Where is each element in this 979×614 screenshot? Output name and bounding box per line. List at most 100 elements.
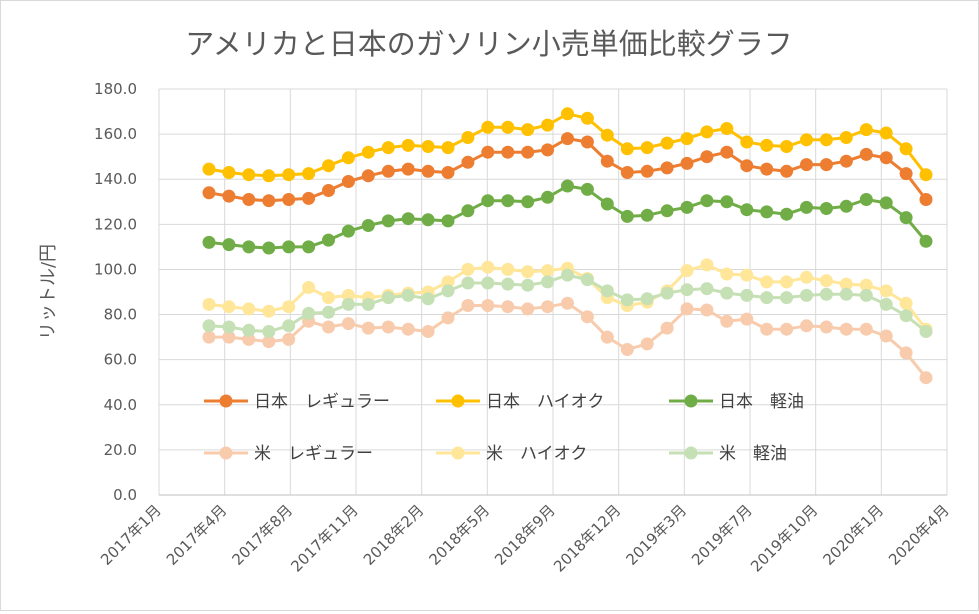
data-point [381,214,395,228]
data-point [720,145,734,159]
data-point [521,278,535,292]
data-point [740,312,754,326]
data-point [322,233,335,247]
series-5 [202,268,933,338]
legend-item: 日本 ハイオク [436,392,604,412]
data-point [441,166,455,179]
data-point [720,286,734,300]
data-point [541,275,555,289]
data-point [919,234,933,248]
data-point [202,319,216,333]
data-point [282,300,296,314]
data-point [202,297,216,311]
x-tick-label: 2019年10月 [747,501,821,575]
data-point [839,322,853,336]
data-point [700,150,714,164]
data-point [302,281,316,294]
x-tick-label: 2019年3月 [622,501,690,569]
data-point [302,240,316,254]
data-point [481,145,495,159]
data-point [341,175,355,188]
data-point [222,238,236,252]
data-point [381,291,395,305]
data-point [859,147,873,161]
data-point [262,325,276,338]
data-point [421,292,435,306]
data-point [780,207,794,221]
data-point [302,167,316,181]
data-point [341,224,355,238]
data-point [740,288,754,302]
data-point [919,371,933,385]
x-axis-ticks: 2017年1月2017年4月2017年8月2017年11月2018年2月2018… [97,501,953,575]
data-point [760,322,774,336]
y-axis-ticks: 0.0 20.0 40.0 60.0 80.0 100.0 120.0 140.0 160.0 1… [94,80,137,504]
data-point [361,297,375,311]
data-point [800,158,813,172]
data-point [541,118,555,132]
data-point [780,140,794,153]
x-tick-label: 2020年1月 [819,501,887,569]
data-point [561,296,574,310]
data-point [481,299,495,312]
data-point [800,288,813,302]
data-point [680,283,694,297]
data-point [202,235,216,249]
series-0 [202,132,933,208]
data-point [322,184,335,197]
y-tick-label: 40.0 [104,396,137,414]
legend-marker [219,446,233,460]
data-point [521,123,535,137]
legend-item: 日本 レギュラー [204,392,390,412]
data-point [720,267,734,281]
x-tick-label: 2019年7月 [688,501,756,569]
data-point [780,291,794,305]
y-axis-label: リットル/円 [38,244,59,340]
data-point [341,297,355,311]
data-point [680,156,694,170]
data-point [879,329,893,343]
data-point [421,325,435,338]
data-point [839,131,853,144]
data-point [381,141,395,155]
y-tick-label: 80.0 [104,306,137,324]
data-point [302,191,316,205]
data-point [800,319,813,333]
data-point [740,159,754,173]
data-point [859,193,873,206]
legend-item: 米 レギュラー [204,444,373,464]
legend-marker [451,446,465,460]
x-tick-label: 2017年8月 [228,501,296,569]
data-point [441,284,455,298]
data-point [461,204,475,218]
data-point [580,111,594,125]
data-point [202,330,216,344]
data-point [222,300,236,314]
data-point [262,194,276,208]
data-point [819,133,833,147]
data-point [800,133,813,147]
y-tick-label: 60.0 [104,351,137,369]
data-point [481,120,495,134]
data-point [600,154,614,168]
legend-label: 米 レギュラー [254,444,373,464]
data-point [660,136,674,150]
series-layer [202,107,933,385]
data-point [401,212,415,226]
data-point [242,332,256,346]
data-point [222,166,236,179]
x-tick-label: 2017年4月 [163,501,231,569]
data-point [800,200,813,214]
data-point [521,265,535,279]
x-tick-label: 2017年1月 [97,501,165,569]
legend-item: 日本 軽油 [669,392,804,412]
data-point [541,264,555,278]
data-point [720,314,734,328]
series-2 [202,179,933,255]
data-point [282,240,296,254]
data-point [381,320,395,334]
data-point [600,284,614,298]
legend-label: 日本 レギュラー [254,392,390,412]
